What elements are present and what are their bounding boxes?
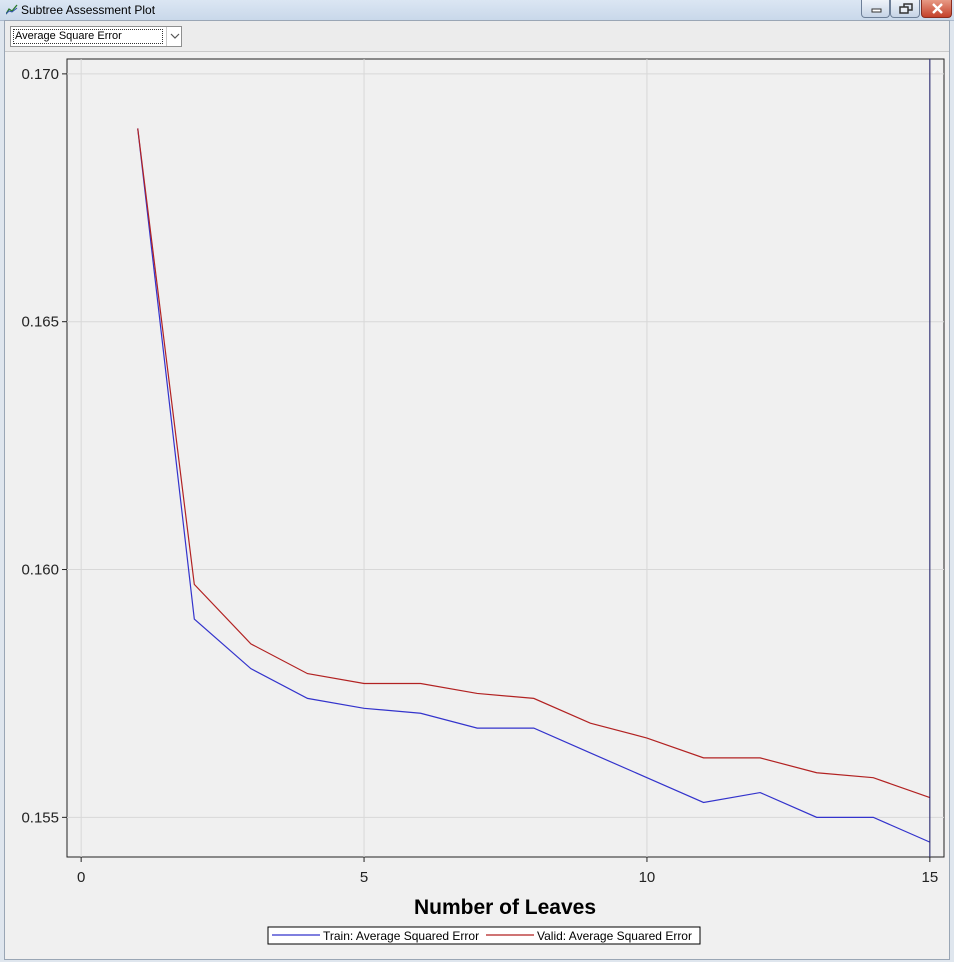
legend-valid-label: Valid: Average Squared Error [537, 929, 692, 943]
valid-series-line [137, 128, 931, 799]
select-divider [166, 27, 167, 46]
title-bar: Subtree Assessment Plot [0, 0, 954, 21]
statistic-select-value: Average Square Error [13, 29, 163, 44]
subtree-assessment-chart: 0 5 10 15 0.155 0.160 0.165 0.170 Number of Lea… [21, 58, 945, 945]
x-tick-label: 5 [360, 869, 368, 886]
minimize-button[interactable] [861, 0, 890, 18]
minimize-icon [871, 8, 882, 13]
y-tick-label: 0.160 [21, 562, 59, 579]
axis-ticks: 0 5 10 15 0.155 0.160 0.165 0.170 [21, 66, 938, 886]
statistic-select[interactable]: Average Square Error [10, 26, 182, 47]
train-series-line [137, 128, 931, 843]
x-tick-label: 0 [77, 869, 85, 886]
close-button[interactable] [921, 0, 952, 18]
plot-area [66, 58, 945, 858]
chevron-down-icon[interactable] [169, 31, 181, 41]
window-title: Subtree Assessment Plot [21, 3, 156, 17]
x-tick-label: 10 [639, 869, 656, 886]
close-icon [932, 3, 943, 14]
y-tick-label: 0.165 [21, 314, 59, 331]
x-tick-label: 15 [922, 869, 939, 886]
y-tick-label: 0.155 [21, 809, 59, 826]
x-axis-title: Number of Leaves [414, 896, 596, 919]
plot-window-content: Average Square Error 0 5 10 15 0.155 0.160 0.1… [4, 20, 950, 960]
legend-train-label: Train: Average Squared Error [323, 929, 479, 943]
chart-app-icon [6, 4, 18, 15]
y-tick-label: 0.170 [21, 66, 59, 83]
series-lines [137, 128, 931, 843]
restore-icon [899, 3, 913, 14]
legend-box [267, 926, 701, 945]
toolbar: Average Square Error [5, 21, 949, 52]
grid-lines [67, 59, 944, 857]
restore-button[interactable] [890, 0, 920, 18]
legend: Train: Average Squared Error Valid: Aver… [267, 926, 701, 945]
